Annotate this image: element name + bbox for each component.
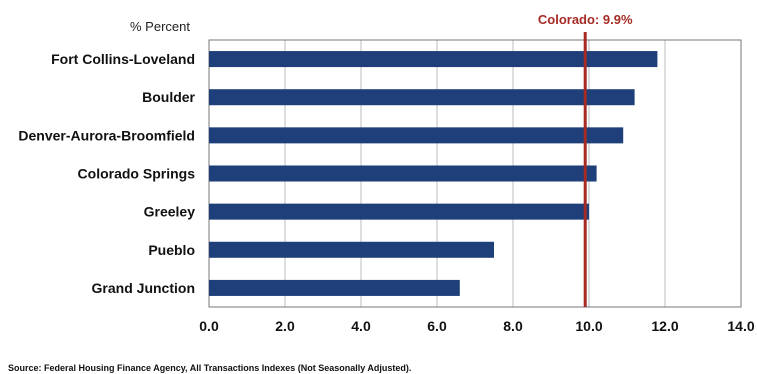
category-label: Pueblo	[148, 242, 195, 258]
bar	[209, 51, 658, 68]
category-label: Grand Junction	[92, 280, 195, 296]
category-label: Fort Collins-Loveland	[51, 51, 195, 67]
x-tick-label: 12.0	[651, 318, 678, 334]
bar	[209, 127, 624, 144]
bar	[209, 203, 589, 220]
unit-label: % Percent	[130, 19, 190, 34]
category-label: Greeley	[144, 204, 196, 220]
category-label: Colorado Springs	[78, 166, 196, 182]
x-tick-label: 2.0	[275, 318, 295, 334]
source-note: Source: Federal Housing Finance Agency, …	[8, 363, 411, 373]
bar	[209, 165, 597, 182]
category-label: Boulder	[142, 89, 195, 105]
x-tick-label: 4.0	[351, 318, 371, 334]
category-label: Denver-Aurora-Broomfield	[18, 127, 195, 143]
x-tick-label: 8.0	[503, 318, 523, 334]
x-tick-label: 0.0	[199, 318, 219, 334]
x-tick-label: 6.0	[427, 318, 447, 334]
bar	[209, 241, 494, 258]
x-tick-label: 10.0	[575, 318, 602, 334]
colorado-reference-label: Colorado: 9.9%	[538, 12, 633, 27]
bar	[209, 279, 460, 296]
x-tick-label: 14.0	[727, 318, 754, 334]
bar	[209, 89, 635, 106]
